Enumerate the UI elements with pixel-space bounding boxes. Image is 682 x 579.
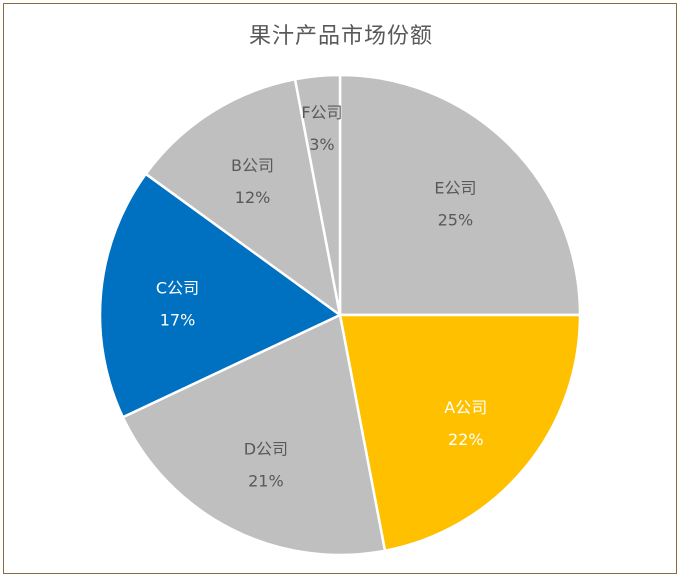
slice-label-name-3: C公司: [156, 279, 199, 298]
slice-label-name-1: A公司: [444, 398, 487, 417]
slice-label-name-4: B公司: [231, 156, 274, 175]
pie-slice-2: [121, 313, 387, 557]
slice-label-percent-2: 21%: [248, 471, 284, 490]
pie-slice-4: [144, 77, 342, 318]
pie-slice-1: [338, 313, 582, 553]
slice-label-name-0: E公司: [434, 179, 476, 198]
pie-slice-5: [293, 73, 342, 316]
slice-label-percent-0: 25%: [438, 211, 474, 230]
slice-label-percent-4: 12%: [235, 188, 271, 207]
pie-slice-3: [98, 172, 343, 419]
slice-label-name-2: D公司: [244, 439, 288, 458]
slice-label-name-5: F公司: [301, 103, 342, 122]
slice-label-percent-5: 3%: [309, 135, 334, 154]
chart-title: 果汁产品市场份额: [248, 24, 433, 49]
slice-label-percent-3: 17%: [160, 311, 196, 330]
slice-label-percent-1: 22%: [448, 430, 484, 449]
pie-slice-0: [338, 73, 582, 317]
